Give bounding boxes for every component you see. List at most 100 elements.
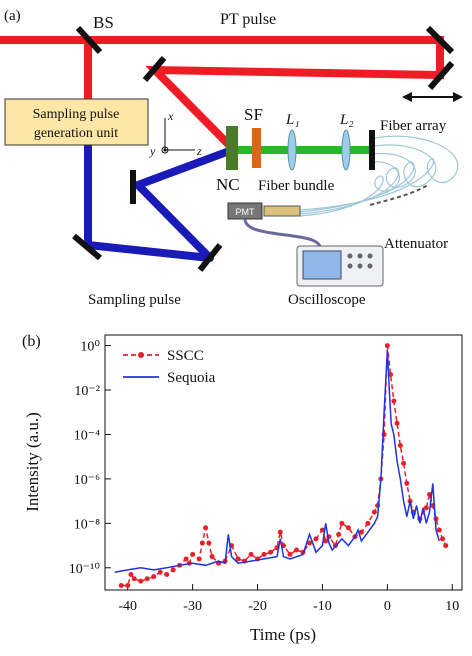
arrow-head [453,92,463,102]
point [293,547,299,553]
point [371,509,377,515]
collimator [263,205,301,217]
label: NC [216,175,240,194]
point [443,543,449,549]
y-tick-label: 10⁰ [80,340,100,355]
label: BS [93,13,114,32]
label: z [196,144,202,158]
point [203,525,209,531]
label: PT pulse [220,11,276,28]
point [199,540,205,546]
point [313,536,319,542]
point [339,520,345,526]
legend-marker [138,352,144,358]
y-tick-label: 10⁻⁴ [74,428,100,443]
y-tick-label: 10⁻⁶ [74,473,100,488]
point [365,520,371,526]
point [138,578,144,584]
x-tick-label: -10 [313,599,332,614]
generation-unit-box [4,98,149,146]
mirror [72,233,102,261]
mirror [197,243,223,272]
y-axis-title: Intensity (a.u.) [23,412,42,512]
point [323,538,329,544]
chart: (b) Time (ps) Intensity (a.u.) -40 -30 -20… [22,333,463,644]
point [394,420,400,426]
label: Sampling pulse [33,107,120,122]
label: Oscilloscope [288,292,366,308]
point [131,576,137,582]
point [157,569,163,575]
panel-label: (b) [22,333,41,350]
label: Sampling pulse [88,292,181,308]
point [358,529,364,535]
mirrors [72,25,455,272]
lens [341,129,351,171]
point [209,554,215,560]
point [170,567,176,573]
label: Attenuator [384,236,448,252]
point [345,525,351,531]
point [206,540,212,546]
y-tick-label: 10⁻² [74,384,100,399]
y-tick-label: 10⁻¹⁰ [69,562,101,577]
legend-label: SSCC [167,348,204,364]
plot-frame [104,334,463,591]
point [319,527,325,533]
x-tick-label: -30 [183,599,202,614]
point [235,556,241,562]
point [144,576,150,582]
point [423,505,429,511]
label: generation unit [34,126,118,141]
label: y [149,144,156,158]
fiber-array-bar [369,130,375,170]
mirror [427,61,455,90]
cable [243,218,322,249]
point [268,549,274,555]
point [401,460,407,466]
panel-label: (a) [4,8,21,24]
beam-splitter [75,25,103,55]
arrow-head [402,92,412,102]
point [261,551,267,557]
spectral-filter [252,128,261,168]
x-tick-label: 0 [384,599,391,614]
x-tick-label: -20 [248,599,267,614]
label: L₁ [285,112,300,128]
point [391,398,397,404]
sampling-beam-blue [84,140,234,262]
oscilloscope-knobs [347,253,373,269]
mirror [425,25,455,55]
label: L₂ [339,112,354,128]
point [164,571,170,577]
y-tick-label: 10⁻⁸ [74,517,100,532]
label: Fiber bundle [258,178,335,194]
point [397,442,403,448]
point [277,529,283,535]
label: Fiber array [380,118,447,134]
point [125,582,131,588]
oscilloscope-screen [302,250,342,280]
point [440,536,446,542]
x-tick-label: 10 [445,599,459,614]
label: SF [244,105,263,124]
point [128,571,134,577]
mirror [142,56,167,82]
lens [287,129,297,171]
legend-label: Sequoia [167,370,216,386]
point [384,343,390,349]
point [151,574,157,580]
point [336,531,342,537]
diagram: (a) BS PT pulse Sampling pulse generatio… [0,8,463,308]
fibers [299,135,459,217]
point [436,527,442,533]
point [183,556,189,562]
point [196,556,202,562]
coordinate-axes [161,118,195,154]
point [287,551,293,557]
point [306,540,312,546]
label: x [167,109,174,123]
point [248,551,254,557]
